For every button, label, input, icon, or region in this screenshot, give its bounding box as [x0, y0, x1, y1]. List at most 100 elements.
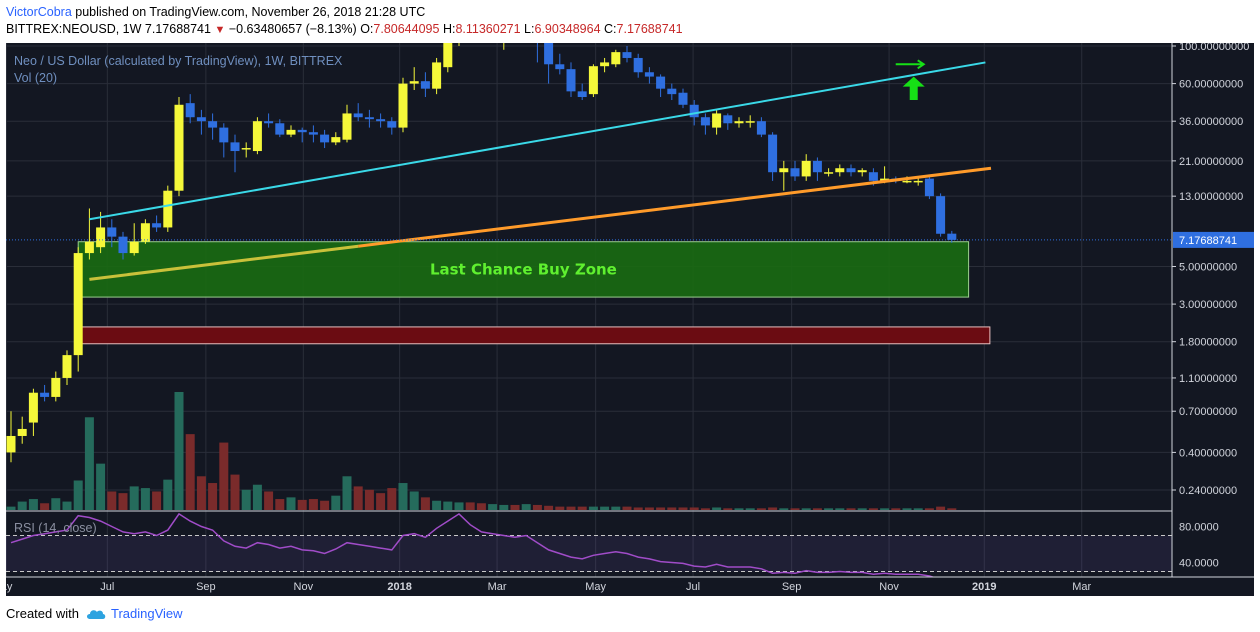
volume-bar [656, 507, 666, 510]
candle-body [342, 113, 352, 140]
volume-bar [756, 508, 766, 510]
candle-body [331, 137, 341, 143]
volume-bar [723, 508, 733, 510]
volume-bar [73, 480, 83, 510]
candle-body [118, 236, 128, 254]
symbol-ohlc-bar: BITTREX:NEOUSD, 1W 7.17688741 ▼ −0.63480… [6, 21, 683, 38]
rsi-band-fill [6, 535, 1172, 572]
volume-indicator-label: Vol (20) [14, 71, 57, 85]
candle-body [185, 103, 195, 118]
candle-body [163, 190, 173, 228]
rsi-line [10, 512, 952, 582]
candle-body [208, 121, 218, 128]
green-up-arrow-icon [902, 76, 925, 101]
publish-info: VictorCobra published on TradingView.com… [6, 4, 425, 20]
candle-body [364, 117, 374, 120]
volume-bar [174, 392, 184, 510]
price-change: −0.63480657 (−8.13%) [228, 22, 357, 36]
volume-bar [812, 508, 822, 510]
volume-bar [891, 508, 901, 510]
volume-bar [644, 507, 654, 510]
candle-body [577, 91, 587, 98]
volume-bar [465, 502, 475, 510]
candle-body [219, 127, 229, 143]
volume-bar [129, 486, 139, 510]
volume-bar [17, 501, 27, 510]
volume-bar [745, 508, 755, 510]
green-right-arrow-icon [895, 59, 926, 70]
high-label: H: [442, 22, 456, 36]
volume-bar [308, 499, 318, 510]
volume-bar [320, 500, 330, 510]
candle-body [62, 355, 72, 378]
death-zone-rect [77, 326, 991, 345]
candle-body [812, 160, 822, 173]
candles [6, 43, 957, 463]
buy-zone-label: Last Chance Buy Zone [430, 260, 617, 278]
candle-body [140, 223, 150, 242]
candle-body [857, 170, 867, 173]
volume-bar [208, 483, 218, 510]
candle-body [6, 435, 16, 453]
volume-bar [297, 499, 307, 510]
volume-bar [577, 506, 587, 510]
candle-body [174, 104, 184, 191]
volume-bar [230, 474, 240, 510]
candle-body [566, 69, 576, 92]
candle-body [824, 172, 834, 174]
time-tick-label: Mar [488, 581, 507, 593]
volume-bar [96, 463, 106, 510]
time-tick-label: Mar [1072, 581, 1091, 593]
candle-body [936, 196, 946, 234]
candle-body [230, 142, 240, 152]
candle-body [656, 76, 666, 89]
candle-body [745, 121, 755, 123]
volume-bar [947, 508, 957, 510]
low-value: 6.90348964 [534, 22, 601, 36]
candle-body [84, 241, 94, 254]
volume-bar [398, 483, 408, 510]
candle-body [40, 392, 50, 397]
candle-body [801, 160, 811, 177]
volume-bar [768, 507, 778, 510]
volume-bar [667, 507, 677, 510]
candle-body [947, 233, 957, 240]
volume-bar [510, 504, 520, 510]
time-axis-background [6, 577, 1254, 596]
last-price-badge [1173, 231, 1254, 248]
open-value: 7.80644095 [373, 22, 440, 36]
volume-bar [555, 506, 565, 510]
candle-body [264, 121, 274, 124]
time-tick-label: Jul [686, 581, 700, 593]
candle-body [544, 43, 554, 65]
candle-body [600, 62, 610, 67]
rsi-tick-label: 40.0000 [1179, 558, 1219, 570]
rsi-tick-label: 80.0000 [1179, 522, 1219, 534]
volume-bar [163, 479, 173, 510]
candle-body [376, 119, 386, 122]
volume-bar [700, 508, 710, 510]
tradingview-link[interactable]: TradingView [110, 606, 183, 621]
price-tick-label: 100.00000000 [1179, 43, 1249, 53]
author-link[interactable]: VictorCobra [6, 5, 72, 19]
volume-bar [633, 507, 643, 510]
candle-body [241, 148, 251, 150]
candle-body [611, 52, 621, 65]
orange-trendline [358, 166, 992, 248]
candle-body [756, 121, 766, 135]
price-tick-label: 13.00000000 [1179, 191, 1243, 203]
candle-body [107, 227, 117, 237]
symbol-label: BITTREX:NEOUSD, 1W [6, 22, 142, 36]
volume-bar [51, 498, 61, 510]
candle-body [73, 253, 83, 356]
price-tick-label: 60.00000000 [1179, 79, 1243, 91]
candle-body [588, 66, 598, 95]
orange-trendline-start [89, 244, 359, 281]
volume-bar [28, 499, 38, 510]
candle-body [790, 168, 800, 177]
candle-body [902, 180, 912, 183]
volume-bar [275, 499, 285, 510]
time-tick-label: Nov [294, 581, 314, 593]
volume-bar [387, 488, 397, 510]
price-chart[interactable]: 280.00000000160.00000000100.0000000060.0… [6, 43, 1254, 596]
